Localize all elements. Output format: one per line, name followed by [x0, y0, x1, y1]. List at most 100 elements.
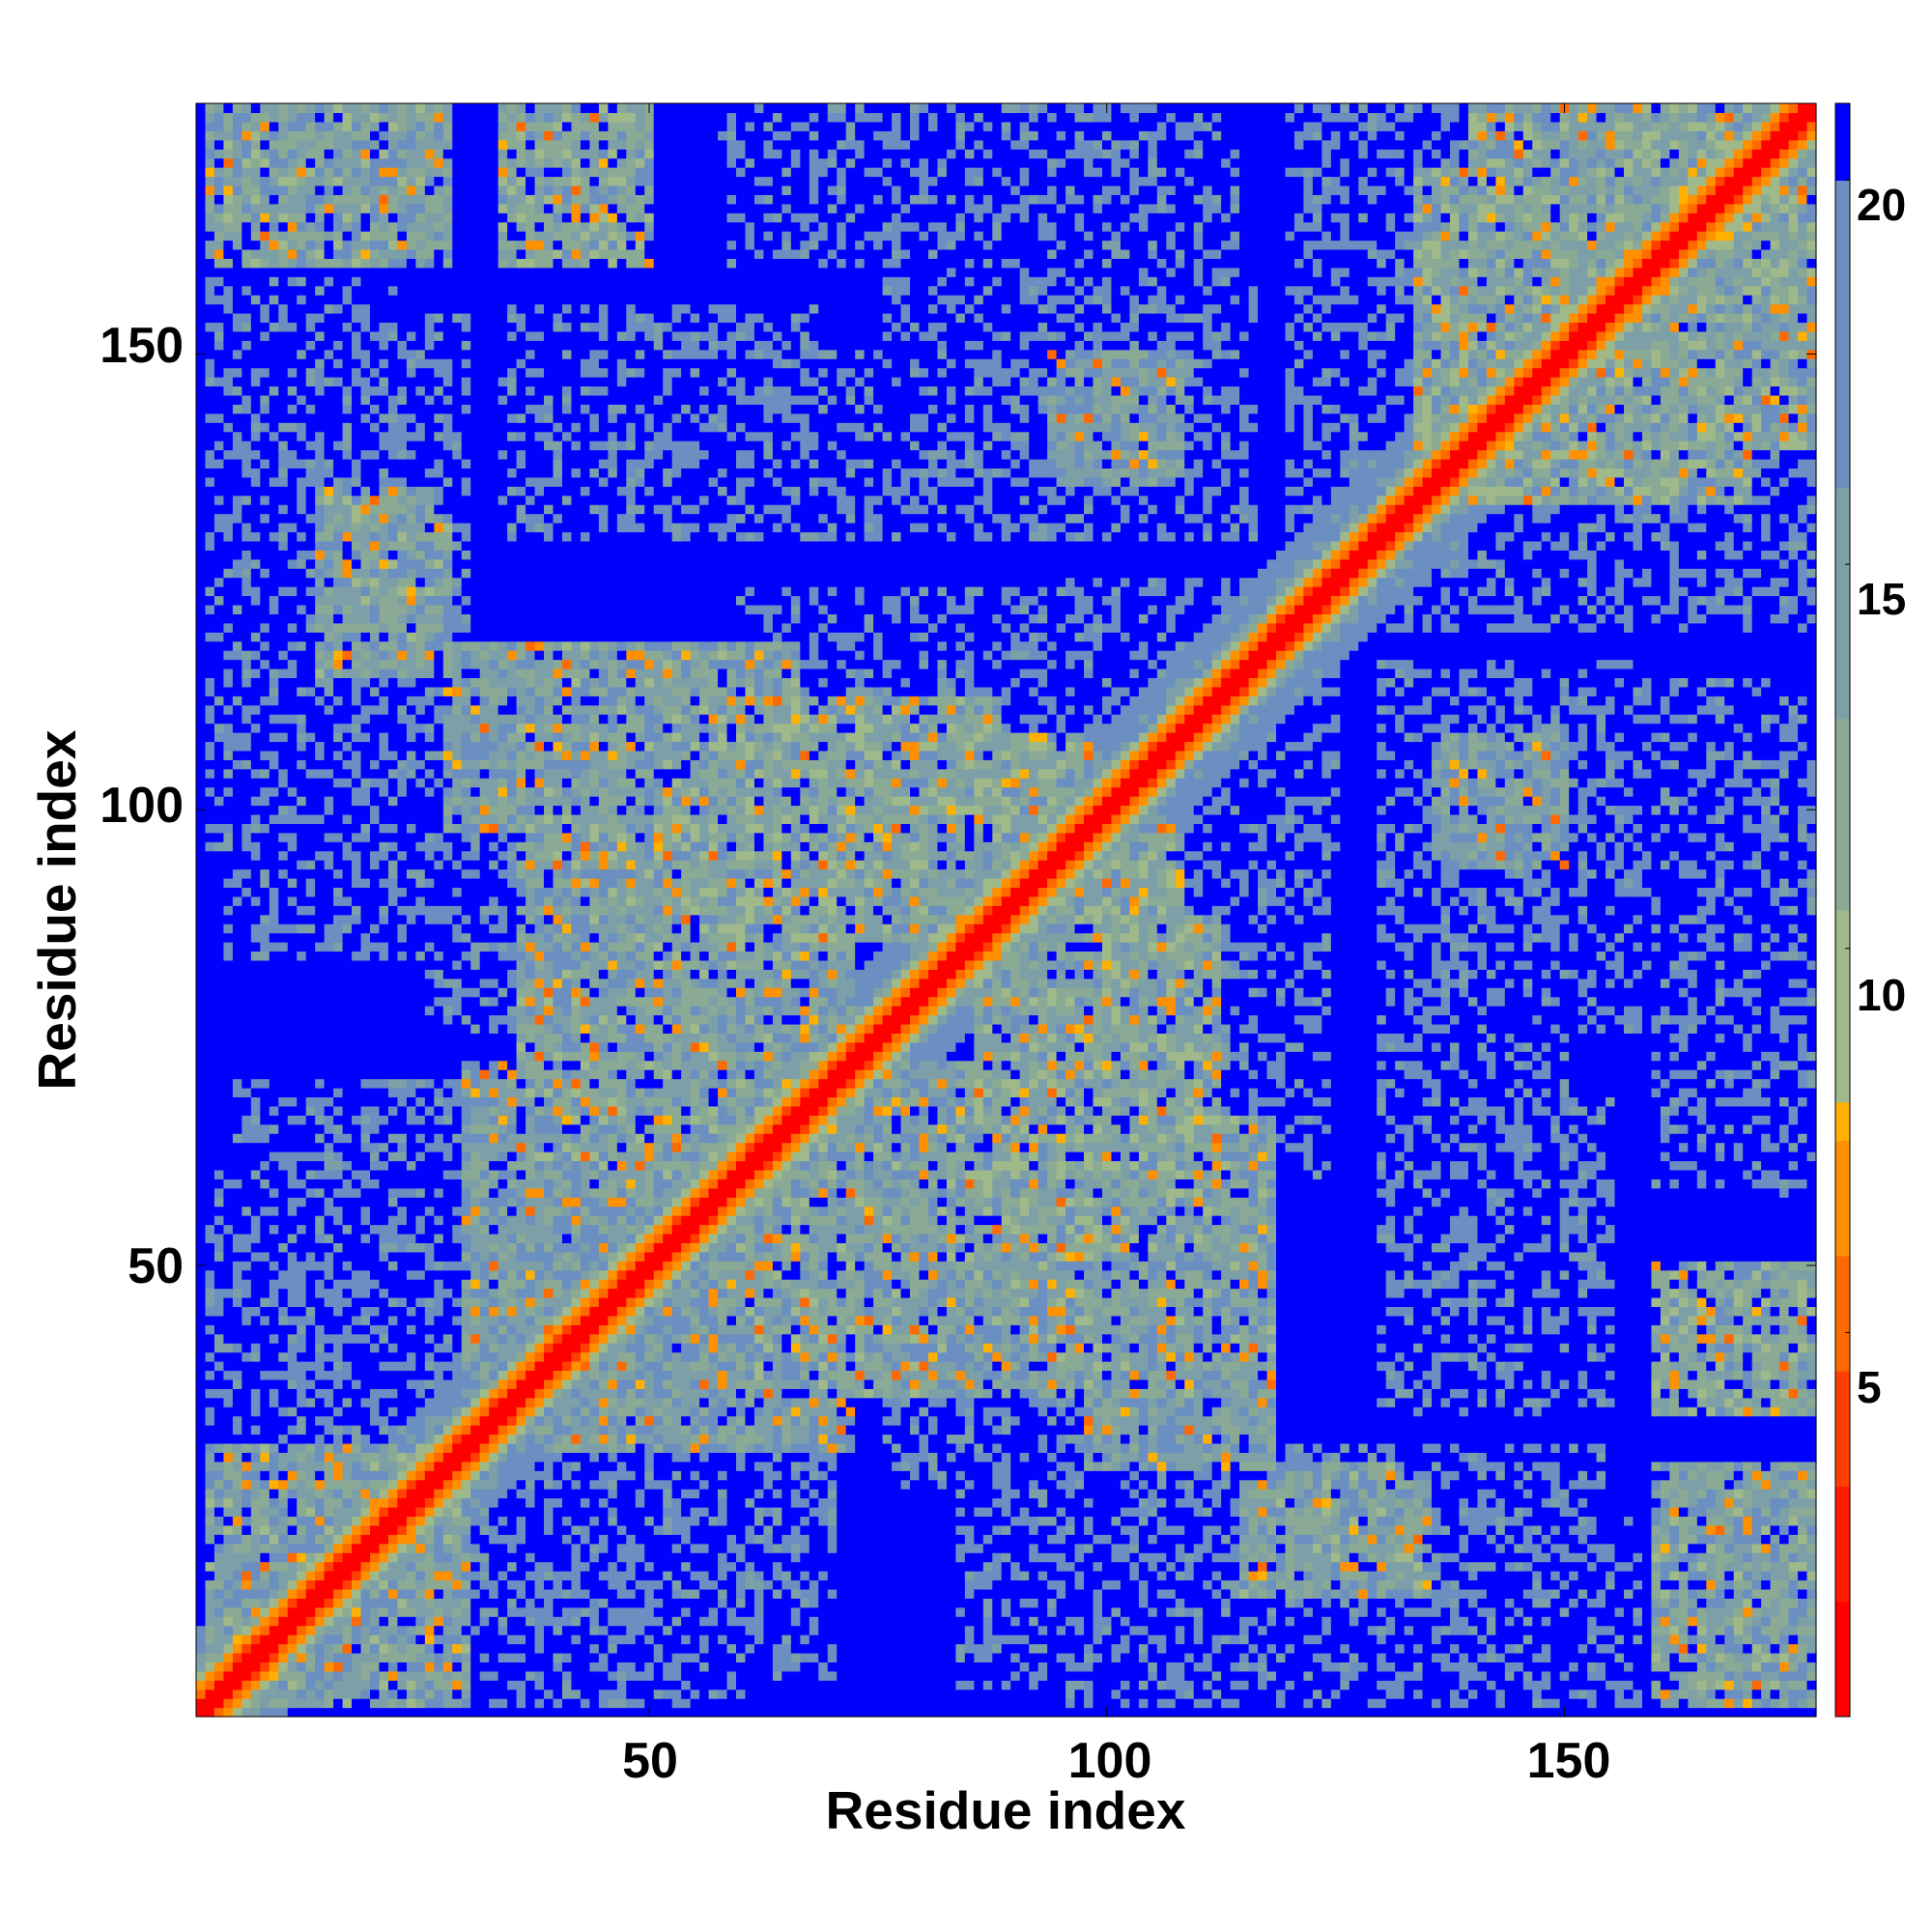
heatmap-cell	[223, 759, 233, 769]
heatmap-cell	[325, 103, 334, 113]
heatmap-cell	[333, 1562, 343, 1572]
heatmap-cell	[251, 814, 261, 824]
heatmap-cell	[297, 1069, 306, 1079]
heatmap-cell	[223, 833, 233, 842]
heatmap-cell	[196, 1324, 206, 1334]
heatmap-cell	[297, 650, 306, 660]
heatmap-cell	[306, 778, 316, 787]
heatmap-cell	[260, 1006, 270, 1015]
heatmap-cell	[242, 550, 251, 559]
heatmap-cell	[333, 979, 343, 988]
heatmap-cell	[270, 1470, 279, 1480]
heatmap-cell	[352, 1498, 361, 1508]
heatmap-cell	[325, 1207, 334, 1216]
heatmap-cell	[205, 1571, 214, 1580]
heatmap-cell	[325, 806, 334, 815]
heatmap-cell	[242, 1160, 251, 1170]
heatmap-cell	[270, 778, 279, 787]
heatmap-cell	[214, 632, 224, 641]
heatmap-cell	[214, 1425, 224, 1435]
heatmap-cell	[306, 477, 316, 487]
heatmap-cell	[242, 997, 251, 1007]
heatmap-cell	[205, 787, 214, 797]
heatmap-cell	[233, 1452, 242, 1462]
heatmap-cell	[233, 1443, 242, 1453]
heatmap-cell	[352, 559, 361, 569]
heatmap-cell	[361, 1106, 371, 1116]
heatmap-cell	[288, 1498, 298, 1508]
heatmap-cell	[242, 1525, 251, 1535]
heatmap-cell	[270, 696, 279, 705]
heatmap-cell	[352, 595, 361, 605]
heatmap-cell	[205, 1634, 214, 1644]
heatmap-cell	[205, 130, 214, 140]
heatmap-cell	[270, 833, 279, 842]
heatmap-cell	[333, 158, 343, 168]
heatmap-cell	[325, 1361, 334, 1371]
heatmap-cell	[223, 1289, 233, 1298]
heatmap-cell	[352, 249, 361, 259]
heatmap-cell	[242, 286, 251, 296]
heatmap-cell	[251, 1133, 261, 1143]
heatmap-cell	[361, 1498, 371, 1508]
heatmap-cell	[315, 368, 325, 378]
heatmap-cell	[196, 951, 206, 960]
heatmap-cell	[297, 1306, 306, 1316]
heatmap-cell	[325, 787, 334, 797]
heatmap-cell	[270, 1151, 279, 1161]
heatmap-cell	[278, 1598, 288, 1607]
heatmap-cell	[352, 933, 361, 943]
heatmap-cell	[214, 340, 224, 350]
heatmap-cell	[325, 1507, 334, 1517]
heatmap-cell	[333, 578, 343, 587]
heatmap-cell	[205, 1452, 214, 1462]
heatmap-cell	[352, 987, 361, 997]
heatmap-cell	[223, 1498, 233, 1508]
heatmap-cell	[306, 1234, 316, 1243]
heatmap-cell	[233, 1024, 242, 1034]
heatmap-cell	[288, 1443, 298, 1453]
heatmap-cell	[306, 304, 316, 314]
heatmap-cell	[260, 313, 270, 323]
heatmap-cell	[361, 1069, 371, 1079]
heatmap-cell	[251, 1690, 261, 1699]
heatmap-cell	[251, 322, 261, 331]
heatmap-cell	[297, 413, 306, 423]
heatmap-cell	[361, 377, 371, 386]
heatmap-cell	[325, 1598, 334, 1607]
heatmap-cell	[306, 368, 316, 378]
heatmap-cell	[233, 1143, 242, 1152]
heatmap-cell	[325, 1425, 334, 1435]
heatmap-cell	[325, 1398, 334, 1407]
heatmap-cell	[214, 350, 224, 359]
heatmap-cell	[223, 632, 233, 641]
heatmap-cell	[205, 759, 214, 769]
heatmap-cell	[196, 122, 206, 131]
heatmap-cell	[315, 714, 325, 724]
heatmap-cell	[343, 167, 353, 177]
heatmap-cell	[333, 1096, 343, 1106]
heatmap-cell	[260, 385, 270, 395]
heatmap-cell	[325, 432, 334, 441]
heatmap-cell	[270, 112, 279, 122]
heatmap-cell	[352, 185, 361, 195]
heatmap-cell	[343, 623, 353, 633]
heatmap-cell	[352, 541, 361, 551]
heatmap-cell	[233, 358, 242, 368]
heatmap-cell	[223, 677, 233, 687]
heatmap-cell	[361, 787, 371, 797]
heatmap-cell	[352, 1215, 361, 1225]
heatmap-cell	[325, 923, 334, 933]
heatmap-cell	[242, 1507, 251, 1517]
heatmap-cell	[315, 440, 325, 450]
heatmap-cell	[297, 1324, 306, 1334]
heatmap-cell	[214, 613, 224, 623]
heatmap-cell	[242, 413, 251, 423]
heatmap-cell	[205, 1270, 214, 1280]
heatmap-cell	[352, 368, 361, 378]
heatmap-cell	[260, 1708, 270, 1718]
heatmap-cell	[278, 468, 288, 477]
heatmap-cell	[196, 1671, 206, 1681]
heatmap-cell	[306, 504, 316, 514]
heatmap-cell	[214, 1261, 224, 1270]
